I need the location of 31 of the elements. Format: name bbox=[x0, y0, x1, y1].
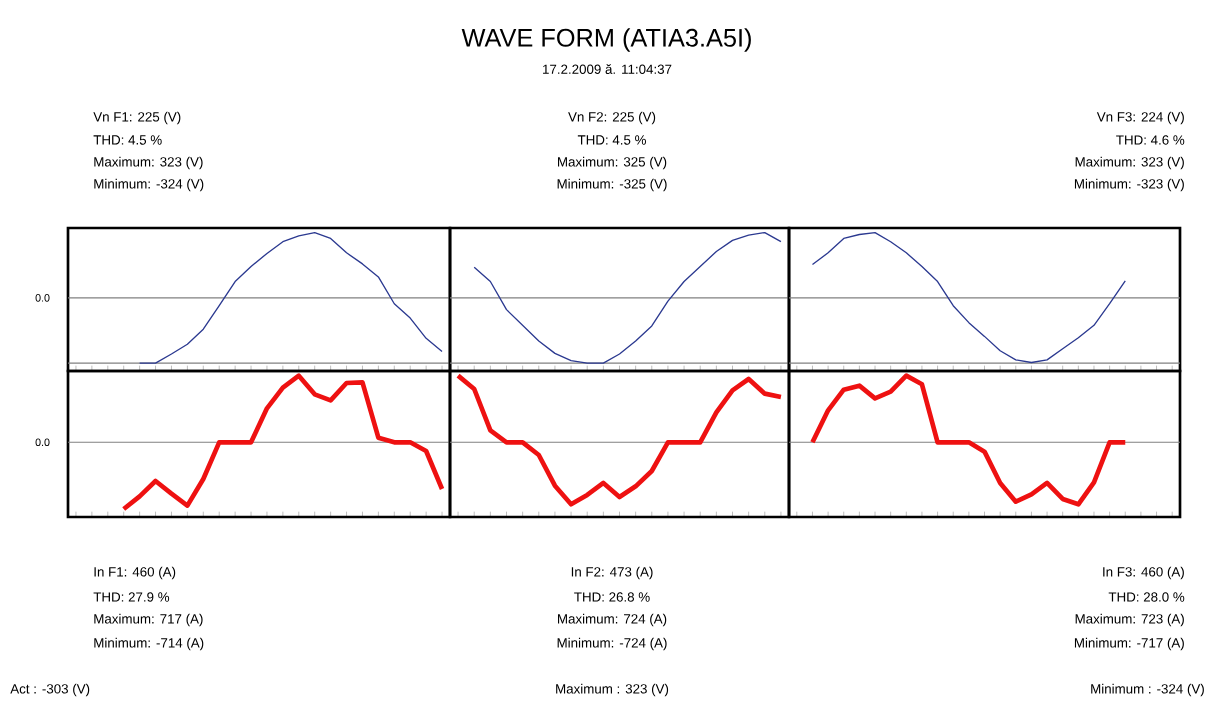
text: Vn F1: 225 (V) bbox=[93, 111, 181, 125]
text: Minimum: -325 (V) bbox=[557, 178, 667, 192]
text: THD: 4.5 % bbox=[93, 135, 162, 145]
text: THD: 27.9 % bbox=[93, 592, 170, 602]
text: THD: 4.5 % bbox=[577, 135, 646, 145]
text: Minimum: -323 (V) bbox=[1074, 178, 1184, 192]
text: Minimum: -324 (V) bbox=[94, 178, 204, 192]
text: Maximum: 325 (V) bbox=[558, 156, 667, 170]
text: Maximum: 724 (A) bbox=[558, 613, 667, 627]
chart-title: WAVE FORM (ATIA3.A5I) bbox=[461, 28, 751, 52]
text: THD: 26.8 % bbox=[574, 592, 650, 602]
text: Maximum: 717 (A) bbox=[94, 613, 203, 627]
text: In F2: 473 (A) bbox=[571, 566, 653, 580]
chart-subtitle: 17.2.2009 ă. 11:04:37 bbox=[543, 64, 672, 74]
text: Minimum: -724 (A) bbox=[557, 637, 667, 651]
text: Act : -303 (V) bbox=[10, 683, 90, 697]
text: THD: 4.6 % bbox=[1116, 135, 1185, 145]
text: In F3: 460 (A) bbox=[1103, 566, 1184, 580]
ref-line-label: 0.0 bbox=[35, 438, 50, 447]
text: Minimum: -714 (A) bbox=[94, 637, 204, 651]
text: Minimum : -324 (V) bbox=[1091, 683, 1204, 697]
text: Maximum: 723 (A) bbox=[1075, 613, 1184, 627]
text: THD: 28.0 % bbox=[1108, 592, 1185, 602]
text: Maximum: 323 (V) bbox=[1075, 156, 1184, 170]
text: Minimum: -717 (A) bbox=[1074, 637, 1184, 651]
text: Maximum : 323 (V) bbox=[556, 683, 669, 697]
ref-line-label: 0.0 bbox=[35, 294, 50, 302]
text: Vn F3: 224 (V) bbox=[1096, 111, 1184, 125]
text: In F1: 460 (A) bbox=[94, 566, 176, 580]
text: Maximum: 323 (V) bbox=[94, 156, 203, 170]
text: Vn F2: 225 (V) bbox=[568, 111, 656, 125]
